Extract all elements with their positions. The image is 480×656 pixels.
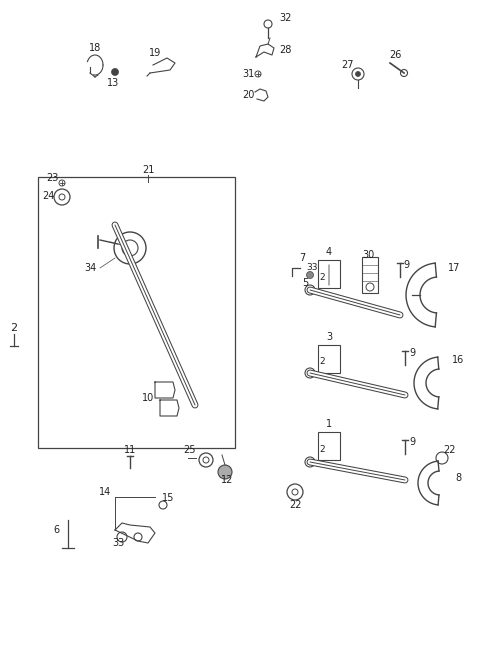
Text: 16: 16 bbox=[452, 355, 464, 365]
Text: 13: 13 bbox=[107, 78, 119, 88]
Text: 22: 22 bbox=[444, 445, 456, 455]
Text: 31: 31 bbox=[242, 69, 254, 79]
Text: 4: 4 bbox=[326, 247, 332, 257]
Text: 15: 15 bbox=[162, 493, 174, 503]
Text: 27: 27 bbox=[342, 60, 354, 70]
Text: 3: 3 bbox=[326, 332, 332, 342]
Bar bbox=[318, 345, 340, 373]
Text: 25: 25 bbox=[184, 445, 196, 455]
Text: 30: 30 bbox=[362, 250, 374, 260]
Text: 18: 18 bbox=[89, 43, 101, 53]
Circle shape bbox=[111, 68, 119, 75]
Circle shape bbox=[218, 465, 232, 479]
Text: 11: 11 bbox=[124, 445, 136, 455]
Circle shape bbox=[356, 72, 360, 77]
Text: 9: 9 bbox=[409, 437, 415, 447]
Text: 32: 32 bbox=[279, 13, 291, 23]
Text: 7: 7 bbox=[299, 253, 305, 263]
Bar bbox=[318, 432, 340, 460]
Text: 2: 2 bbox=[319, 274, 325, 283]
Text: 26: 26 bbox=[389, 50, 401, 60]
Bar bbox=[38, 177, 235, 448]
Text: 14: 14 bbox=[99, 487, 111, 497]
Text: 28: 28 bbox=[279, 45, 291, 55]
Text: 24: 24 bbox=[42, 191, 54, 201]
Bar bbox=[362, 257, 378, 293]
Text: 34: 34 bbox=[84, 263, 96, 273]
Text: 21: 21 bbox=[142, 165, 154, 175]
Text: 23: 23 bbox=[46, 173, 58, 183]
Text: 22: 22 bbox=[289, 500, 301, 510]
Text: 33: 33 bbox=[306, 264, 318, 272]
Text: 2: 2 bbox=[319, 445, 325, 455]
Text: 8: 8 bbox=[455, 473, 461, 483]
Text: 2: 2 bbox=[11, 323, 18, 333]
Text: 5: 5 bbox=[302, 278, 308, 288]
Text: 2: 2 bbox=[319, 358, 325, 367]
Text: 19: 19 bbox=[149, 48, 161, 58]
Circle shape bbox=[307, 272, 313, 279]
Text: 9: 9 bbox=[409, 348, 415, 358]
Text: 17: 17 bbox=[448, 263, 460, 273]
Text: 6: 6 bbox=[53, 525, 59, 535]
Text: 12: 12 bbox=[221, 475, 233, 485]
Text: 20: 20 bbox=[242, 90, 254, 100]
Bar bbox=[318, 260, 340, 288]
Text: 10: 10 bbox=[142, 393, 154, 403]
Text: 33: 33 bbox=[112, 538, 124, 548]
Text: 1: 1 bbox=[326, 419, 332, 429]
Text: 9: 9 bbox=[403, 260, 409, 270]
